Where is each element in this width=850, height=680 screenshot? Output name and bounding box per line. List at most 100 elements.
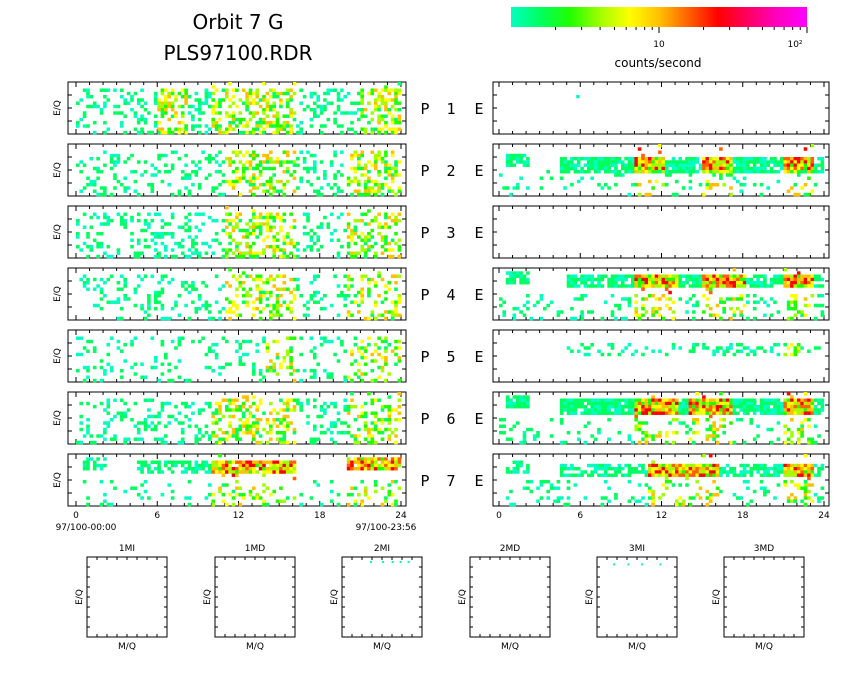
data-pixel bbox=[211, 111, 215, 115]
data-pixel bbox=[641, 352, 645, 357]
data-pixel bbox=[225, 91, 229, 96]
data-pixel bbox=[228, 421, 232, 425]
data-pixel bbox=[739, 349, 743, 353]
data-pixel bbox=[350, 179, 354, 184]
data-pixel bbox=[593, 277, 598, 282]
data-pixel bbox=[82, 346, 87, 350]
data-pixel bbox=[384, 98, 388, 102]
data-pixel bbox=[729, 316, 733, 321]
data-pixel bbox=[654, 401, 659, 406]
data-pixel bbox=[692, 421, 696, 425]
data-pixel bbox=[279, 91, 283, 96]
data-pixel bbox=[681, 186, 686, 190]
data-pixel bbox=[313, 166, 317, 171]
data-pixel bbox=[272, 235, 276, 239]
data-pixel bbox=[329, 437, 334, 441]
data-pixel bbox=[597, 398, 601, 402]
data-pixel bbox=[357, 440, 361, 445]
data-pixel bbox=[157, 232, 161, 236]
data-pixel bbox=[722, 398, 726, 402]
data-pixel bbox=[715, 346, 720, 350]
data-pixel bbox=[526, 157, 530, 161]
data-pixel bbox=[394, 215, 398, 220]
data-pixel bbox=[184, 287, 188, 291]
data-pixel bbox=[211, 85, 215, 89]
data-pixel bbox=[245, 427, 249, 432]
data-pixel bbox=[336, 108, 341, 112]
data-pixel bbox=[661, 294, 666, 298]
data-pixel bbox=[357, 219, 361, 223]
data-pixel bbox=[248, 245, 253, 249]
data-pixel bbox=[559, 170, 564, 174]
data-pixel bbox=[796, 310, 801, 314]
data-pixel bbox=[252, 372, 256, 376]
data-pixel bbox=[265, 212, 270, 216]
data-pixel bbox=[194, 440, 199, 445]
data-pixel bbox=[150, 414, 155, 419]
data-pixel bbox=[79, 248, 83, 252]
data-pixel bbox=[184, 91, 188, 96]
data-pixel bbox=[702, 405, 706, 409]
data-pixel bbox=[387, 225, 392, 229]
data-pixel bbox=[123, 186, 127, 190]
data-pixel bbox=[597, 401, 601, 406]
data-pixel bbox=[235, 307, 239, 311]
data-pixel bbox=[658, 144, 662, 148]
data-pixel bbox=[194, 173, 199, 177]
data-pixel bbox=[319, 111, 324, 115]
data-pixel bbox=[208, 173, 212, 177]
data-pixel bbox=[651, 281, 655, 285]
data-pixel bbox=[96, 192, 100, 197]
data-pixel bbox=[309, 349, 314, 353]
data-pixel bbox=[218, 372, 222, 376]
data-pixel bbox=[282, 186, 287, 190]
data-pixel bbox=[177, 121, 182, 125]
data-pixel bbox=[82, 186, 87, 190]
data-pixel bbox=[360, 88, 364, 92]
data-pixel bbox=[390, 114, 395, 118]
data-pixel bbox=[722, 352, 726, 357]
data-pixel bbox=[549, 434, 554, 438]
data-pixel bbox=[211, 98, 215, 102]
data-pixel bbox=[174, 150, 178, 154]
data-pixel bbox=[187, 235, 192, 239]
data-pixel bbox=[197, 104, 202, 109]
data-pixel bbox=[732, 281, 737, 285]
data-pixel bbox=[648, 411, 652, 415]
data-pixel bbox=[390, 88, 395, 92]
data-pixel bbox=[204, 365, 209, 370]
data-pixel bbox=[773, 281, 777, 285]
data-pixel bbox=[350, 362, 354, 366]
data-pixel bbox=[786, 166, 791, 171]
data-pixel bbox=[776, 437, 781, 441]
data-pixel bbox=[509, 405, 513, 409]
data-pixel bbox=[641, 437, 645, 441]
data-pixel bbox=[160, 307, 165, 311]
data-pixel bbox=[692, 166, 696, 171]
data-pixel bbox=[363, 316, 368, 321]
data-pixel bbox=[238, 427, 243, 432]
data-pixel bbox=[86, 431, 90, 435]
data-pixel bbox=[214, 101, 219, 105]
data-pixel bbox=[269, 150, 273, 154]
data-pixel bbox=[180, 401, 185, 406]
data-pixel bbox=[384, 359, 388, 363]
data-pixel bbox=[384, 349, 388, 353]
data-pixel bbox=[360, 411, 364, 415]
data-pixel bbox=[610, 281, 615, 285]
data-pixel bbox=[800, 405, 804, 409]
data-pixel bbox=[174, 346, 178, 350]
data-pixel bbox=[245, 418, 249, 422]
data-pixel bbox=[353, 434, 358, 438]
data-pixel bbox=[614, 274, 618, 278]
data-pixel bbox=[184, 460, 188, 464]
data-pixel bbox=[309, 235, 314, 239]
data-pixel bbox=[197, 111, 202, 115]
data-pixel bbox=[225, 431, 229, 435]
data-pixel bbox=[241, 251, 246, 255]
data-pixel bbox=[732, 440, 737, 445]
data-pixel bbox=[702, 310, 706, 314]
data-pixel bbox=[773, 411, 777, 415]
data-pixel bbox=[394, 440, 398, 445]
data-pixel bbox=[620, 160, 625, 164]
